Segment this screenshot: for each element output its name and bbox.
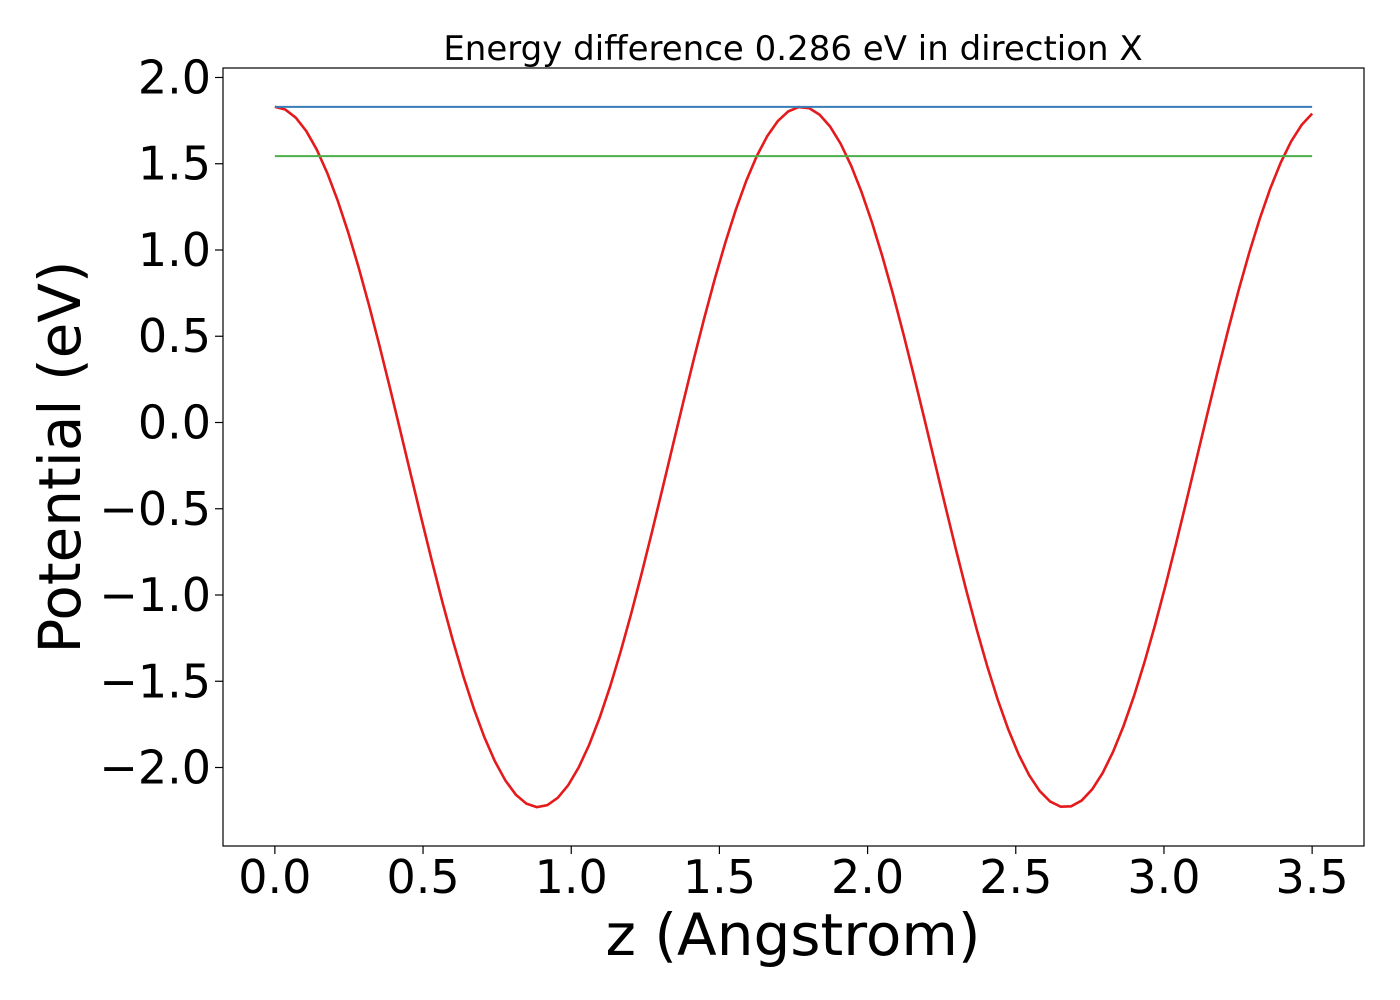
x-tick-label: 2.0 bbox=[831, 850, 904, 904]
x-tick-label: 1.5 bbox=[683, 850, 756, 904]
x-tick-label: 3.5 bbox=[1276, 850, 1349, 904]
x-tick-label: 0.5 bbox=[386, 850, 459, 904]
series-layer bbox=[274, 105, 1314, 809]
y-tick-label: −2.0 bbox=[99, 741, 211, 795]
x-tick-label: 1.0 bbox=[535, 850, 608, 904]
y-tick-label: 1.0 bbox=[138, 223, 211, 277]
y-axis-ticks: −2.0 −1.5 −1.0 −0.5 0.0 0.5 1.0 1.5 2.0 bbox=[99, 50, 223, 795]
x-tick-label: 3.0 bbox=[1127, 850, 1200, 904]
y-tick-label: −1.0 bbox=[99, 568, 211, 622]
x-tick-label: 0.0 bbox=[238, 850, 311, 904]
y-tick-label: 2.0 bbox=[138, 50, 211, 104]
x-axis-label: z (Angstrom) bbox=[606, 901, 981, 969]
plot-area bbox=[223, 68, 1364, 846]
chart-title: Energy difference 0.286 eV in direction … bbox=[443, 29, 1142, 69]
axes-frame bbox=[222, 67, 1365, 847]
x-axis-ticks: 0.0 0.5 1.0 1.5 2.0 2.5 3.0 3.5 bbox=[238, 846, 1349, 904]
y-axis-label: Potential (eV) bbox=[26, 260, 94, 653]
y-tick-label: −1.5 bbox=[99, 654, 211, 708]
x-tick-label: 2.5 bbox=[979, 850, 1052, 904]
y-tick-label: −0.5 bbox=[99, 482, 211, 536]
series-curve-1 bbox=[274, 105, 1314, 809]
y-tick-label: 0.5 bbox=[138, 309, 211, 363]
y-tick-label: 0.0 bbox=[138, 395, 211, 449]
y-tick-label: 1.5 bbox=[138, 137, 211, 191]
